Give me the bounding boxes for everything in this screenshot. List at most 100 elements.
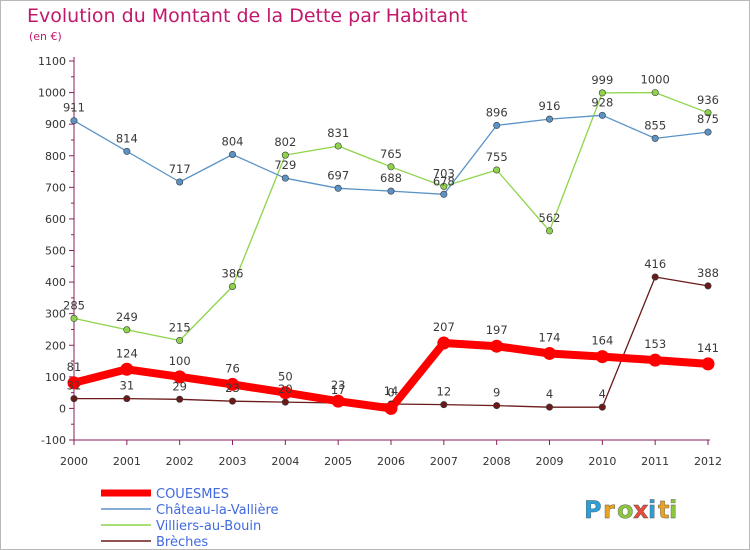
- data-point: [545, 227, 553, 235]
- x-tick-label: 2006: [377, 455, 405, 468]
- x-tick-label: 2011: [641, 455, 669, 468]
- legend: COUESMESChâteau-la-VallièreVilliers-au-B…: [101, 487, 279, 549]
- data-label: 928: [591, 95, 613, 109]
- data-label: 20: [278, 382, 293, 396]
- y-tick-label: 1000: [38, 87, 66, 100]
- series-points: [67, 89, 715, 415]
- data-label: 729: [274, 158, 296, 172]
- data-label: 100: [169, 354, 191, 368]
- x-tick-label: 2000: [60, 455, 88, 468]
- brand-letter: i: [669, 496, 677, 524]
- y-tick-label: -100: [41, 434, 66, 447]
- data-point: [704, 282, 712, 290]
- y-tick-label: 900: [45, 118, 66, 131]
- data-point: [598, 403, 606, 411]
- x-tick-label: 2002: [166, 455, 194, 468]
- data-point: [278, 386, 292, 400]
- data-label: 249: [116, 310, 138, 324]
- brand-letter: i: [648, 496, 656, 524]
- data-label: 831: [327, 126, 349, 140]
- y-tick-label: 800: [45, 150, 66, 163]
- data-label: 855: [644, 118, 666, 132]
- data-point: [545, 115, 553, 123]
- data-label: 31: [120, 379, 135, 393]
- data-label: 14: [384, 384, 399, 398]
- x-tick-label: 2009: [536, 455, 564, 468]
- data-label: 703: [433, 166, 455, 180]
- data-label: 875: [697, 112, 719, 126]
- y-tick-label: 700: [45, 181, 66, 194]
- data-point: [387, 187, 395, 195]
- data-label: 153: [644, 337, 666, 351]
- data-point: [387, 163, 395, 171]
- data-point: [67, 376, 81, 390]
- brand-letter: P: [584, 496, 602, 524]
- data-point: [123, 326, 131, 334]
- brand-letter: o: [617, 496, 634, 524]
- brand-letter: t: [658, 496, 669, 524]
- data-point: [123, 147, 131, 155]
- data-label: 9: [493, 386, 500, 400]
- data-label: 207: [433, 320, 455, 334]
- data-point: [176, 178, 184, 186]
- data-labels: 31 31 29 23 20 17 14 12 9 4 4 416 388 285 249 215 386 802…: [63, 73, 719, 402]
- data-point: [281, 174, 289, 182]
- data-label: 911: [63, 101, 85, 115]
- data-label: 23: [331, 378, 346, 392]
- brand-letter: r: [603, 496, 615, 524]
- data-point: [281, 398, 289, 406]
- data-label: 81: [67, 360, 82, 374]
- x-tick-label: 2003: [219, 455, 247, 468]
- data-label: 804: [222, 134, 244, 148]
- data-point: [704, 109, 712, 117]
- data-point: [331, 394, 345, 408]
- data-point: [70, 395, 78, 403]
- data-label: 4: [546, 387, 553, 401]
- data-point: [701, 357, 715, 371]
- data-label: 814: [116, 131, 138, 145]
- data-point: [176, 395, 184, 403]
- x-tick-label: 2010: [588, 455, 616, 468]
- chart-title: Evolution du Montant de la Dette par Hab…: [27, 5, 468, 27]
- data-point: [595, 350, 609, 364]
- data-label: 0: [387, 385, 394, 399]
- data-point: [651, 134, 659, 142]
- data-label: 936: [697, 93, 719, 107]
- data-point: [493, 121, 501, 129]
- data-label: 76: [225, 361, 240, 375]
- data-point: [70, 117, 78, 125]
- data-label: 4: [599, 387, 606, 401]
- legend-label: Château-la-Vallière: [156, 503, 279, 518]
- data-label: 12: [437, 385, 452, 399]
- y-tick-label: 600: [45, 213, 66, 226]
- data-point: [226, 377, 239, 391]
- data-point: [493, 402, 501, 410]
- brand-letter: x: [633, 496, 649, 524]
- x-tick-label: 2004: [271, 455, 299, 468]
- y-tick-label: 0: [59, 402, 66, 415]
- data-point: [176, 337, 184, 345]
- legend-label: Brèches: [156, 535, 208, 549]
- data-label: 999: [591, 73, 613, 87]
- data-label: 802: [274, 135, 296, 149]
- legend-label: COUESMES: [156, 487, 229, 502]
- data-point: [334, 184, 342, 192]
- data-point: [490, 339, 504, 353]
- data-label: 1000: [641, 73, 670, 87]
- data-label: 285: [63, 298, 85, 312]
- data-point: [123, 395, 131, 403]
- data-point: [229, 150, 237, 158]
- data-point: [543, 346, 556, 360]
- x-tick-label: 2007: [430, 455, 458, 468]
- y-tick-label: 200: [45, 339, 66, 352]
- data-label: 50: [278, 370, 293, 384]
- data-point: [651, 273, 659, 281]
- data-label: 174: [539, 330, 561, 344]
- data-label: 765: [380, 147, 402, 161]
- data-label: 896: [486, 105, 508, 119]
- data-point: [437, 336, 451, 350]
- data-point: [598, 89, 606, 97]
- data-label: 416: [644, 257, 666, 271]
